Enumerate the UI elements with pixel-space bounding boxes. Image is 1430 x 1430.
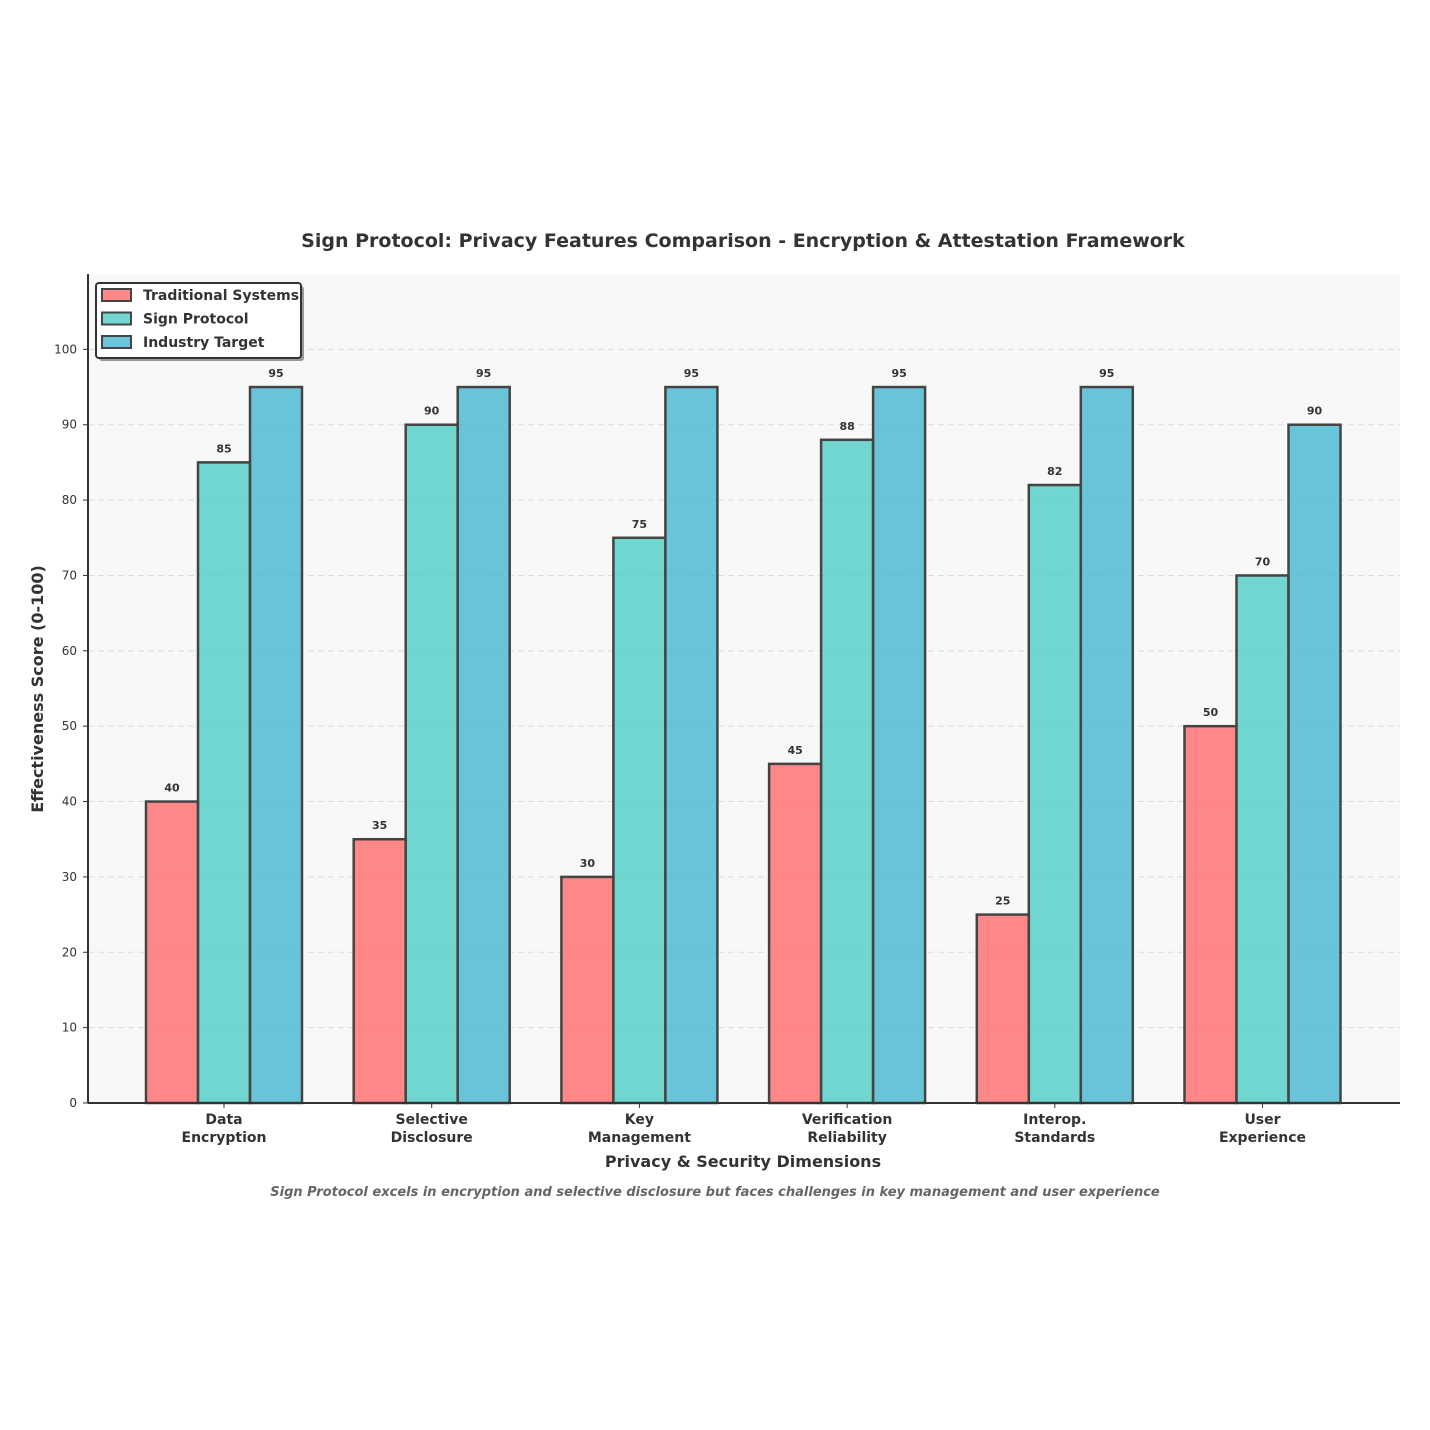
- x-tick-label: Verification: [802, 1112, 892, 1128]
- legend-swatch: [101, 335, 132, 349]
- bar: [456, 385, 511, 1105]
- bar-value-label: 95: [476, 367, 491, 380]
- bar-value-label: 95: [684, 367, 699, 380]
- x-ticks-group: Data Encryption Selective Disclosure Key Mana…: [182, 1103, 1306, 1146]
- y-tick-label: 60: [62, 644, 77, 658]
- grid-lines: [88, 348, 1400, 1029]
- legend-label: Traditional Systems: [143, 288, 299, 304]
- bar: [1183, 724, 1238, 1105]
- bar: [144, 800, 200, 1105]
- plot-background: [88, 274, 1400, 1103]
- x-tick-label: Experience: [1219, 1130, 1306, 1146]
- x-tick-label: Data: [205, 1112, 242, 1128]
- y-tick-label: 90: [62, 418, 77, 432]
- chart-title: Sign Protocol: Privacy Features Comparis…: [301, 230, 1185, 252]
- legend-label: Industry Target: [143, 335, 265, 351]
- x-tick-label: Interop.: [1023, 1112, 1086, 1128]
- y-tick-label: 10: [62, 1021, 77, 1035]
- bar: [819, 438, 875, 1105]
- x-tick-label: User: [1244, 1112, 1280, 1128]
- y-ticks-group: 0 10 20 30 40 50 60 70 80 90 100: [54, 342, 88, 1110]
- bar-value-label: 95: [891, 367, 906, 380]
- bar-value-label: 70: [1255, 555, 1271, 568]
- y-tick-label: 40: [62, 795, 77, 809]
- bar: [352, 837, 407, 1105]
- bar-value-label: 30: [580, 857, 596, 870]
- x-axis-title: Privacy & Security Dimensions: [605, 1152, 881, 1171]
- legend-label: Sign Protocol: [143, 312, 249, 328]
- bar-value-label: 90: [1307, 405, 1323, 418]
- y-tick-label: 100: [54, 342, 77, 356]
- bar-value-label: 45: [787, 744, 802, 757]
- y-tick-label: 0: [69, 1096, 77, 1110]
- y-tick-label: 30: [62, 870, 77, 884]
- y-tick-label: 50: [62, 719, 77, 733]
- bar-value-label: 75: [632, 518, 647, 531]
- x-tick-label: Reliability: [807, 1130, 887, 1146]
- legend-swatch: [101, 311, 132, 326]
- bar-value-label: 40: [164, 782, 180, 795]
- bar: [248, 385, 304, 1105]
- bar: [975, 913, 1031, 1105]
- y-tick-label: 20: [62, 945, 77, 959]
- legend-box: [95, 282, 302, 359]
- bar-value-label: 90: [424, 405, 440, 418]
- bar: [560, 875, 615, 1105]
- bar: [1287, 423, 1342, 1105]
- legend-items: Traditional Systems Sign Protocol Industry…: [101, 288, 299, 351]
- bars-group: [144, 385, 1342, 1105]
- bar: [1079, 385, 1135, 1105]
- x-tick-label: Standards: [1014, 1130, 1095, 1146]
- y-axis-title: Effectiveness Score (0-100): [28, 565, 47, 813]
- bar-value-label: 82: [1047, 465, 1062, 478]
- bar: [767, 762, 823, 1105]
- bar: [664, 385, 719, 1105]
- legend-swatch: [101, 288, 132, 302]
- x-tick-label: Encryption: [182, 1130, 267, 1146]
- x-tick-label: Selective: [396, 1112, 468, 1128]
- bar-value-label: 95: [1099, 367, 1114, 380]
- bar-value-label: 50: [1203, 706, 1219, 719]
- x-tick-label: Disclosure: [391, 1130, 473, 1146]
- x-tick-label: Key: [625, 1112, 654, 1128]
- bar: [612, 536, 667, 1105]
- bar: [871, 385, 927, 1105]
- bar-value-label: 35: [372, 819, 387, 832]
- bar-value-label: 88: [839, 420, 854, 433]
- legend: Traditional Systems Sign Protocol Industry…: [95, 282, 304, 361]
- x-tick-label: Management: [588, 1130, 691, 1146]
- bar: [196, 461, 252, 1105]
- bar: [1235, 574, 1290, 1105]
- value-labels-group: 40 85 95 35 90 95 30 75 95 45 88 95 25 82 95 50 70 90: [164, 367, 1322, 908]
- bar-value-label: 25: [995, 895, 1010, 908]
- bar-value-label: 95: [268, 367, 283, 380]
- bar: [1027, 483, 1083, 1105]
- y-tick-label: 80: [62, 493, 77, 507]
- y-tick-label: 70: [62, 568, 77, 582]
- bar-value-label: 85: [216, 442, 231, 455]
- bar: [404, 423, 459, 1105]
- chart-caption: Sign Protocol excels in encryption and s…: [270, 1185, 1160, 1200]
